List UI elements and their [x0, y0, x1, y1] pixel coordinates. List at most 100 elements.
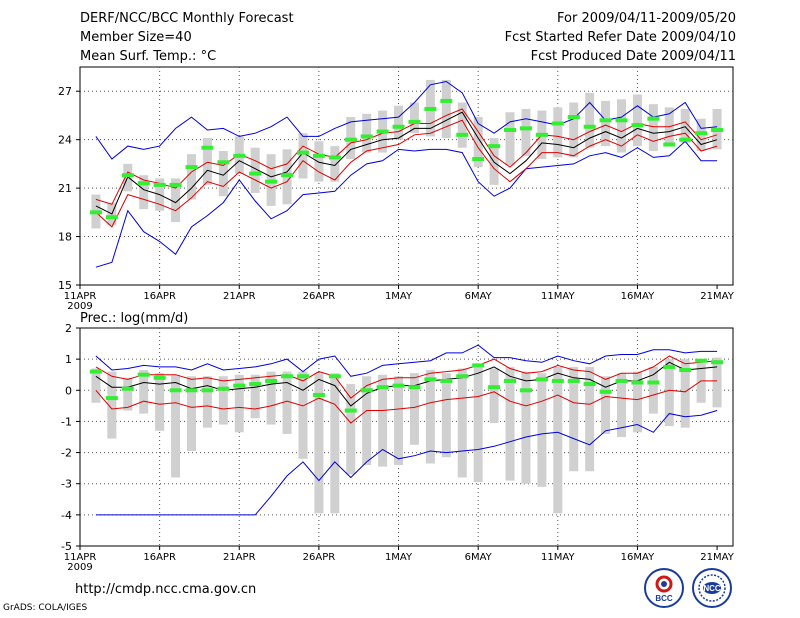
temp-box: [553, 107, 563, 158]
prec-median-marker: [281, 374, 294, 379]
temp-box: [521, 108, 531, 156]
prec-median-marker: [599, 389, 612, 394]
prec-box: [409, 373, 419, 445]
prec-box: [457, 368, 467, 478]
temp-median-marker: [89, 210, 102, 215]
temp-median-marker: [583, 124, 596, 129]
temp-box: [362, 113, 372, 153]
temp-xtick-label: 11MAY: [541, 291, 575, 302]
prec-box: [617, 373, 627, 437]
prec-xtick-label: 26APR: [303, 552, 336, 563]
temp-median-marker: [153, 182, 166, 187]
temp-box: [409, 102, 419, 134]
prec-median-marker: [695, 358, 708, 363]
prec-ytick-label: 0: [65, 384, 72, 397]
prec-median-marker: [424, 377, 437, 382]
temp-box: [569, 102, 579, 158]
prec-box: [250, 374, 260, 419]
prec-box: [378, 374, 388, 467]
chart-title: DERF/NCC/BCC Monthly Forecast: [80, 11, 294, 26]
temp-mean-line: [95, 111, 718, 215]
prec-box: [91, 368, 101, 403]
temp-ytick-label: 18: [58, 231, 72, 244]
temp-box: [139, 175, 149, 210]
temp-box: [394, 105, 404, 140]
prec-ytick-label: 2: [65, 322, 72, 335]
prec-median-marker: [201, 388, 214, 393]
prec-box: [234, 374, 244, 433]
prec-xtick-label: 11MAY: [541, 552, 575, 563]
prec-box: [489, 368, 499, 423]
temp-ytick-label: 21: [58, 182, 72, 195]
prec-ytick-label: 1: [65, 353, 72, 366]
prec-median-marker: [504, 378, 517, 383]
prec-box: [473, 363, 483, 483]
temp-median-marker: [599, 118, 612, 123]
prec-median-marker: [121, 386, 134, 391]
forecast-start-date: Fcst Started Refer Date 2009/04/10: [504, 30, 736, 45]
temp-median-marker: [217, 160, 230, 165]
prec-box: [298, 371, 308, 459]
temp-median-marker: [265, 179, 278, 184]
temp-box: [585, 92, 595, 148]
prec-median-marker: [265, 378, 278, 383]
temp-median-marker: [105, 215, 118, 220]
prec-xtick-label: 16APR: [143, 552, 176, 563]
prec-box: [202, 376, 212, 428]
variable-label: Mean Surf. Temp.: °C: [80, 49, 217, 64]
source-url[interactable]: http://cmdp.ncc.cma.gov.cn: [75, 582, 257, 597]
temp-min-line: [95, 140, 718, 268]
prec-median-marker: [647, 380, 660, 385]
prec-median-marker: [551, 378, 564, 383]
temp-box: [617, 99, 627, 153]
temp-median-marker: [137, 181, 150, 186]
prec-median-marker: [169, 388, 182, 393]
prec-spread-upper-line: [95, 355, 718, 399]
temp-median-marker: [121, 173, 134, 178]
prec-panel-title: Prec.: log(mm/d): [80, 311, 188, 326]
temp-median-marker: [185, 165, 198, 170]
prec-median-marker: [249, 382, 262, 387]
prec-box: [569, 366, 579, 472]
prec-median-marker: [711, 360, 724, 365]
temp-ytick-label: 27: [58, 85, 72, 98]
temp-ytick-label: 15: [58, 279, 72, 292]
prec-median-marker: [583, 382, 596, 387]
prec-median-marker: [679, 368, 692, 373]
prec-median-marker: [456, 374, 469, 379]
temp-box: [505, 112, 515, 166]
temp-xtick-label: 21APR: [223, 291, 256, 302]
temp-box: [171, 178, 181, 223]
prec-box: [601, 376, 611, 434]
temp-box: [330, 146, 340, 182]
prec-box: [330, 373, 340, 514]
bcc-logo: BCC: [644, 568, 684, 608]
prec-median-marker: [663, 364, 676, 369]
prec-mean-line: [95, 361, 718, 407]
prec-box: [123, 377, 133, 411]
prec-ytick-label: -2: [61, 447, 72, 460]
prec-box: [346, 384, 356, 475]
prec-box: [553, 366, 563, 514]
temp-box: [250, 147, 260, 193]
member-size: Member Size=40: [80, 30, 192, 45]
temp-median-marker: [281, 173, 294, 178]
prec-box: [441, 373, 451, 458]
temp-box: [441, 79, 451, 139]
prec-median-marker: [233, 383, 246, 388]
prec-box: [648, 366, 658, 414]
prec-median-marker: [296, 374, 309, 379]
prec-median-marker: [217, 386, 230, 391]
prec-median-marker: [360, 388, 373, 393]
temp-box: [314, 141, 324, 182]
temp-xtick-label: 16MAY: [621, 291, 655, 302]
temp-median-marker: [456, 132, 469, 137]
bcc-logo-text: BCC: [655, 594, 673, 603]
forecast-period: For 2009/04/11-2009/05/20: [557, 11, 736, 26]
temp-median-marker: [567, 115, 580, 120]
temp-median-marker: [615, 118, 628, 123]
prec-box: [664, 359, 674, 427]
temp-median-marker: [504, 127, 517, 132]
prec-box: [537, 373, 547, 487]
